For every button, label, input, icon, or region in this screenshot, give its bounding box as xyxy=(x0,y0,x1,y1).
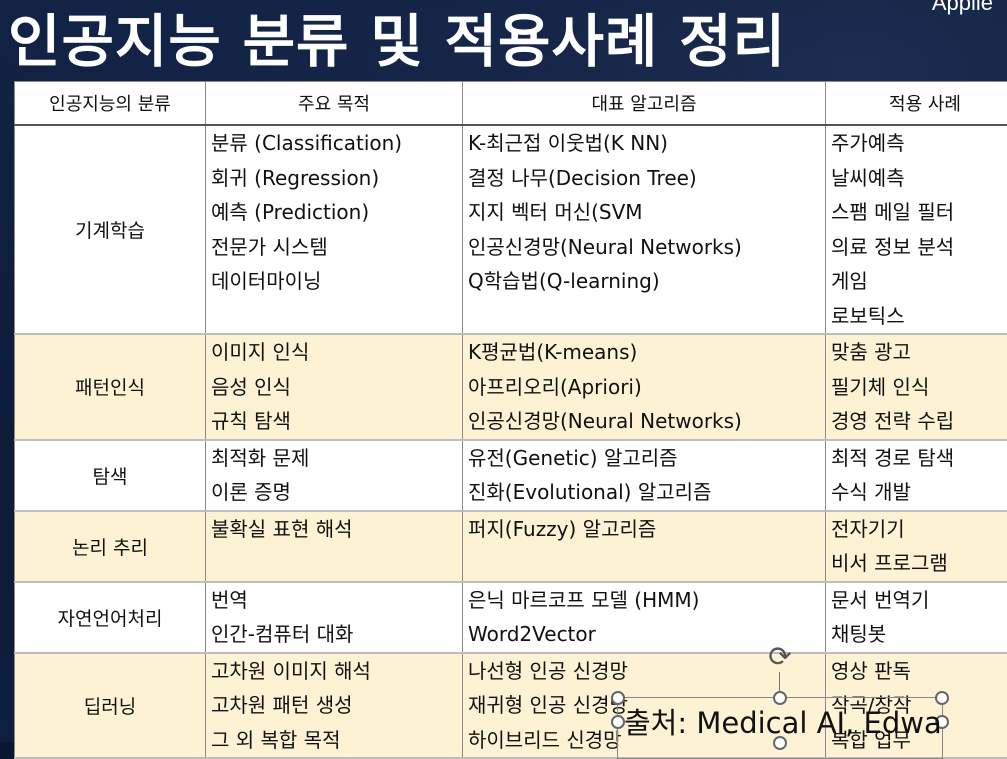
case-line: 게임 xyxy=(826,264,1007,299)
purpose-line: 회귀 (Regression) xyxy=(206,161,462,196)
purpose-line: 데이터마이닝 xyxy=(206,264,462,299)
header-algorithm: 대표 알고리즘 xyxy=(463,82,826,126)
category-cell: 탐색 xyxy=(15,440,206,511)
algorithm-line: 진화(Evolutional) 알고리즘 xyxy=(463,475,825,510)
algorithm-line: K-최근접 이웃법(K NN) xyxy=(463,126,825,161)
purpose-line: 이론 증명 xyxy=(206,475,462,510)
algorithm-line xyxy=(463,546,825,581)
header-category: 인공지능의 분류 xyxy=(15,82,206,126)
purpose-cell: 분류 (Classification)회귀 (Regression)예측 (Pr… xyxy=(206,125,463,334)
purpose-line: 인간-컴퓨터 대화 xyxy=(206,617,462,652)
purpose-line xyxy=(206,546,462,581)
case-line: 영상 판독 xyxy=(826,654,1007,689)
case-line: 맞춤 광고 xyxy=(826,335,1007,370)
case-line: 날씨예측 xyxy=(826,161,1007,196)
case-line: 로보틱스 xyxy=(826,299,1007,334)
purpose-line: 고차원 패턴 생성 xyxy=(206,688,462,723)
purpose-line: 이미지 인식 xyxy=(206,335,462,370)
category-cell: 기계학습 xyxy=(15,125,206,334)
category-cell: 딥러닝 xyxy=(15,653,206,759)
case-line: 문서 번역기 xyxy=(826,583,1007,618)
header-cases: 적용 사례 xyxy=(826,82,1007,126)
resize-handle-w[interactable] xyxy=(611,715,625,729)
algorithm-line: K평균법(K-means) xyxy=(463,335,825,370)
case-line: 주가예측 xyxy=(826,126,1007,161)
source-caption[interactable]: 출처: Medical AI, Edwa xyxy=(624,700,942,742)
rotate-icon[interactable]: ⟳ xyxy=(764,642,796,672)
purpose-line: 번역 xyxy=(206,583,462,618)
purpose-line: 예측 (Prediction) xyxy=(206,195,462,230)
category-cell: 자연언어처리 xyxy=(15,582,206,653)
algorithm-cell: K평균법(K-means)아프리오리(Apriori)인공신경망(Neural … xyxy=(463,334,826,440)
case-line: 전자기기 xyxy=(826,512,1007,547)
purpose-line xyxy=(206,299,462,334)
algorithm-line: 은닉 마르코프 모델 (HMM) xyxy=(463,583,825,618)
algorithm-line: 아프리오리(Apriori) xyxy=(463,370,825,405)
category-cell: 패턴인식 xyxy=(15,334,206,440)
algorithm-cell: K-최근접 이웃법(K NN)결정 나무(Decision Tree)지지 벡터… xyxy=(463,125,826,334)
case-line: 비서 프로그램 xyxy=(826,546,1007,581)
case-line: 필기체 인식 xyxy=(826,370,1007,405)
case-line: 최적 경로 탐색 xyxy=(826,441,1007,476)
purpose-line: 최적화 문제 xyxy=(206,441,462,476)
corner-text: Applie xyxy=(932,0,993,16)
algorithm-line: 퍼지(Fuzzy) 알고리즘 xyxy=(463,512,825,547)
table-header-row: 인공지능의 분류 주요 목적 대표 알고리즘 적용 사례 xyxy=(15,82,1007,126)
case-line: 의료 정보 분석 xyxy=(826,230,1007,265)
algorithm-line xyxy=(463,299,825,334)
algorithm-line: 유전(Genetic) 알고리즘 xyxy=(463,441,825,476)
slide-title: 인공지능 분류 및 적용사례 정리 xyxy=(8,0,786,78)
purpose-line: 음성 인식 xyxy=(206,370,462,405)
algorithm-line: Q학습법(Q-learning) xyxy=(463,264,825,299)
resize-handle-nw[interactable] xyxy=(611,691,625,705)
algorithm-line: 인공신경망(Neural Networks) xyxy=(463,230,825,265)
purpose-cell: 불확실 표현 해석 xyxy=(206,511,463,582)
header-purpose: 주요 목적 xyxy=(206,82,463,126)
purpose-line: 분류 (Classification) xyxy=(206,126,462,161)
purpose-line: 전문가 시스템 xyxy=(206,230,462,265)
purpose-line: 불확실 표현 해석 xyxy=(206,512,462,547)
case-line: 수식 개발 xyxy=(826,475,1007,510)
purpose-line: 규칙 탐색 xyxy=(206,404,462,439)
case-line: 경영 전략 수립 xyxy=(826,404,1007,439)
purpose-line: 고차원 이미지 해석 xyxy=(206,654,462,689)
algorithm-line: 인공신경망(Neural Networks) xyxy=(463,404,825,439)
case-line: 채팅봇 xyxy=(826,617,1007,652)
case-line: 스팸 메일 필터 xyxy=(826,195,1007,230)
category-cell: 논리 추리 xyxy=(15,511,206,582)
purpose-line: 그 외 복합 목적 xyxy=(206,723,462,758)
algorithm-line: 결정 나무(Decision Tree) xyxy=(463,161,825,196)
algorithm-line: 지지 벡터 머신(SVM xyxy=(463,195,825,230)
algorithm-cell: 퍼지(Fuzzy) 알고리즘 xyxy=(463,511,826,582)
